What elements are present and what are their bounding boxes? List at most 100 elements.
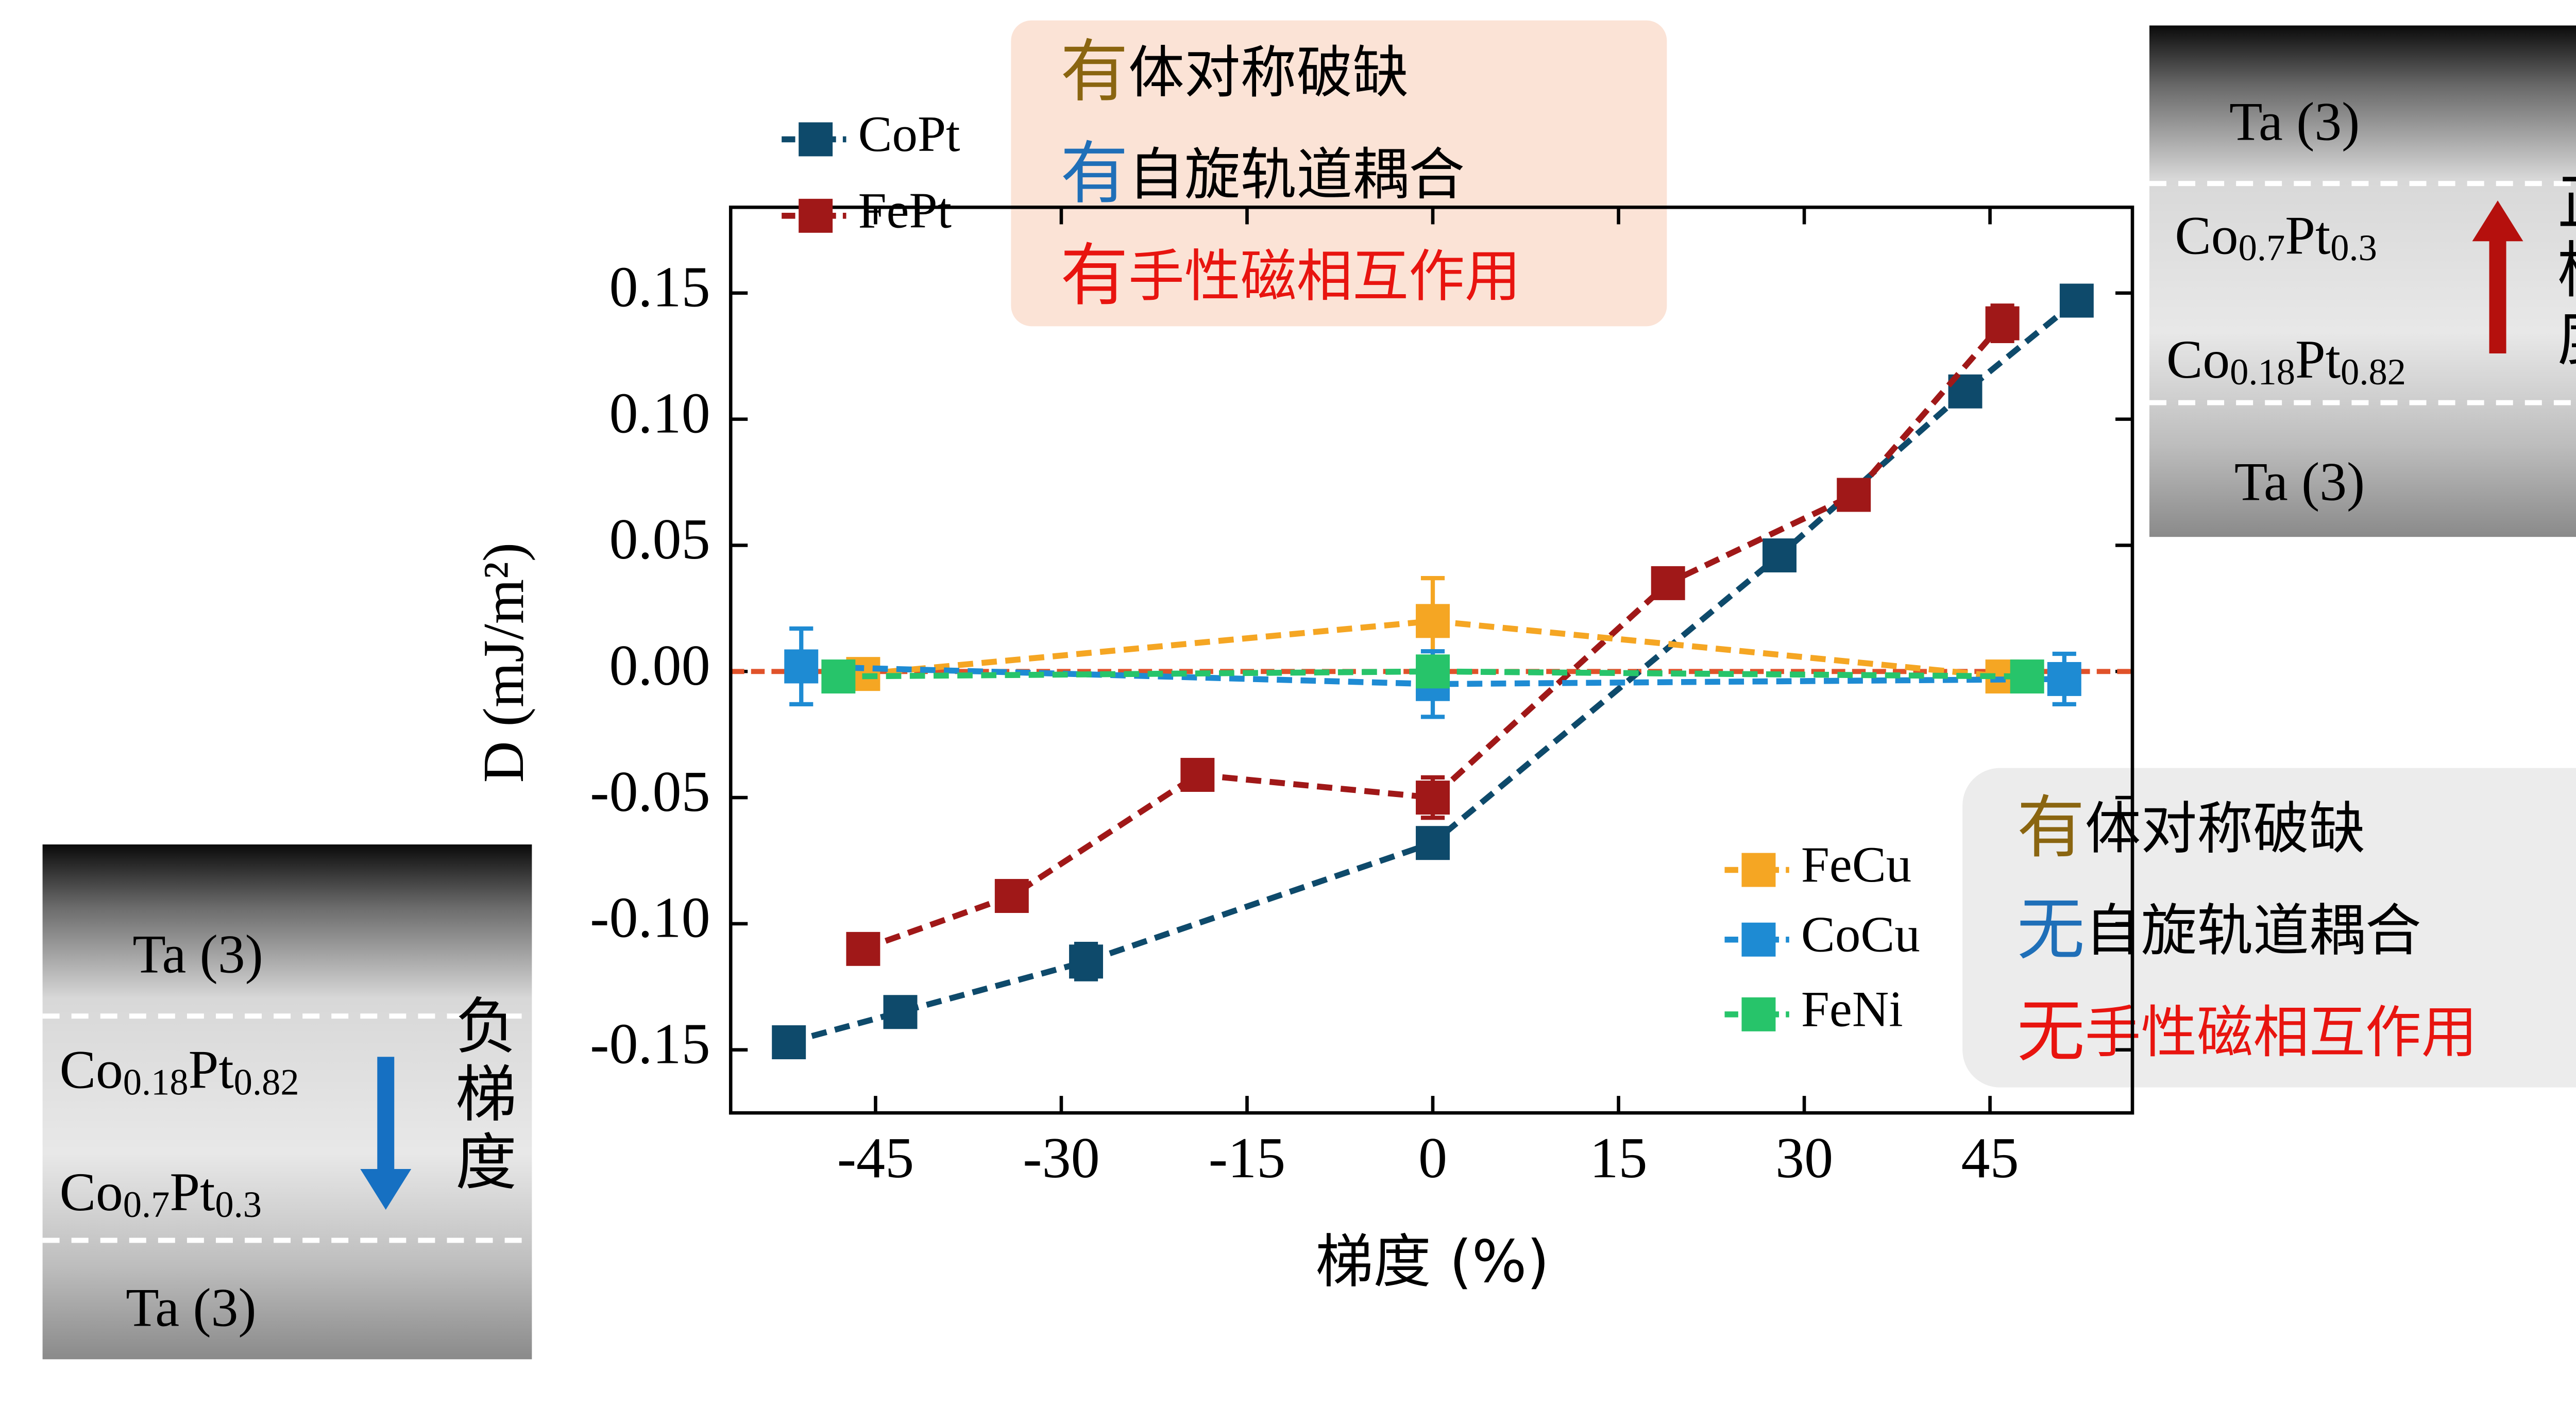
subscript: 0.3 <box>215 1183 262 1225</box>
marker <box>846 931 880 966</box>
annotation-text: 自旋轨道耦合 <box>1128 142 1465 207</box>
marker <box>2059 283 2094 318</box>
annotation-mark: 有 <box>1060 134 1128 213</box>
layer-label: Ta (3) <box>2229 92 2360 152</box>
annotation-mark: 无 <box>2017 993 2085 1072</box>
legend-marker <box>1741 922 1776 957</box>
legend-marker <box>1741 997 1776 1031</box>
y-tick-label: -0.10 <box>590 886 710 950</box>
legend-label: FeNi <box>1801 981 1903 1038</box>
annotation-row: 无手性磁相互作用 <box>2017 993 2478 1072</box>
marker <box>1180 758 1215 792</box>
marker <box>1985 306 2020 341</box>
y-tick-label: 0.00 <box>609 634 710 698</box>
layer-label: Ta (3) <box>2234 452 2365 512</box>
layer-label: Co0.7Pt0.3 <box>2175 206 2377 268</box>
marker <box>2010 659 2044 694</box>
marker <box>821 659 856 694</box>
x-axis-label: 梯度 (%) <box>1315 1229 1549 1296</box>
annotation-text: 手性磁相互作用 <box>2085 1000 2478 1065</box>
annotation-row: 有手性磁相互作用 <box>1060 236 1521 315</box>
layer-label: Co0.18Pt0.82 <box>60 1040 299 1103</box>
marker <box>1416 781 1450 815</box>
marker <box>1416 604 1450 638</box>
annotation-box <box>1962 768 2576 1088</box>
marker <box>883 995 918 1029</box>
layer-label: Co0.18Pt0.82 <box>2166 329 2406 392</box>
y-tick-label: 0.15 <box>609 256 710 319</box>
arrow-head <box>360 1168 412 1210</box>
marker <box>1837 478 1871 512</box>
subscript: 0.18 <box>2230 350 2295 392</box>
annotation-row: 有体对称破缺 <box>1060 33 1409 112</box>
legend-marker <box>1741 853 1776 887</box>
annotation-mark: 无 <box>2017 891 2085 970</box>
marker <box>772 1025 806 1059</box>
marker <box>784 649 819 684</box>
layer-text: Ta (3) <box>2234 452 2365 512</box>
marker <box>994 879 1029 913</box>
legend-label: FePt <box>858 183 952 239</box>
x-tick-label: 45 <box>1961 1126 2019 1190</box>
marker <box>1651 566 1685 600</box>
x-tick-label: 0 <box>1418 1126 1447 1190</box>
x-tick-label: -30 <box>1023 1126 1099 1190</box>
layer-text: Ta (3) <box>126 1277 256 1337</box>
legend-marker <box>799 198 833 233</box>
plot-frame <box>728 206 2134 1115</box>
series-line <box>838 668 2027 680</box>
layer-text: Pt <box>2285 206 2330 266</box>
layer-text: Pt <box>170 1162 215 1222</box>
layer-text: Co <box>60 1040 123 1100</box>
marker <box>1416 826 1450 860</box>
arrow-head <box>2472 200 2523 242</box>
layer-label: Ta (3) <box>126 1277 256 1337</box>
x-tick-label: 15 <box>1589 1126 1647 1190</box>
layer-text: Co <box>60 1162 123 1222</box>
subscript: 0.82 <box>234 1061 299 1103</box>
annotation-mark: 有 <box>2017 789 2085 868</box>
plot-area: -0.15 -0.10 -0.05 0.00 0.05 0.10 0.15 -45 -30 -15… <box>590 207 2132 1190</box>
subscript: 0.7 <box>2239 227 2285 268</box>
layer-text: Co <box>2166 329 2230 389</box>
x-tick-label: 30 <box>1775 1126 1833 1190</box>
layer-label: Co0.7Pt0.3 <box>60 1162 262 1225</box>
layer-text: Co <box>2175 206 2238 266</box>
annotation-mark: 有 <box>1060 236 1128 315</box>
layer-text: Ta (3) <box>2229 92 2360 152</box>
y-axis-label: D (mJ/m²) <box>472 543 536 783</box>
marker <box>1762 538 1797 573</box>
x-tick-label: -45 <box>837 1126 914 1190</box>
x-tick-label: -15 <box>1209 1126 1285 1190</box>
annotation-text: 体对称破缺 <box>2085 796 2365 861</box>
layer-text: Pt <box>2295 329 2341 389</box>
annotation-mark: 有 <box>1060 33 1128 112</box>
annotation-row: 有体对称破缺 <box>2017 789 2365 868</box>
subscript: 0.7 <box>123 1183 170 1225</box>
legend-label: FeCu <box>1801 837 1911 893</box>
annotation-row: 有自旋轨道耦合 <box>1060 134 1465 213</box>
y-tick-label: 0.10 <box>609 381 710 445</box>
annotation-text: 体对称破缺 <box>1128 40 1409 105</box>
layer-text: Pt <box>189 1040 234 1100</box>
marker <box>1069 944 1104 979</box>
y-tick-label: 0.05 <box>609 507 710 571</box>
annotation-row: 无自旋轨道耦合 <box>2017 891 2421 970</box>
annotation-box <box>1011 20 1667 327</box>
gradient-label: 负梯度 <box>445 994 516 1198</box>
subscript: 0.3 <box>2330 227 2377 268</box>
legend-label: CoCu <box>1801 906 1920 962</box>
marker <box>2047 662 2081 696</box>
annotation-text: 手性磁相互作用 <box>1128 244 1521 309</box>
marker <box>1416 654 1450 689</box>
y-tick-label: -0.15 <box>590 1012 710 1076</box>
layer-label: Ta (3) <box>132 924 263 985</box>
y-tick-label: -0.05 <box>590 760 710 824</box>
legend-label: CoPt <box>858 106 960 162</box>
subscript: 0.18 <box>123 1061 189 1103</box>
tem-image <box>42 844 532 1360</box>
legend-marker <box>799 122 833 157</box>
layer-text: Ta (3) <box>132 924 263 985</box>
